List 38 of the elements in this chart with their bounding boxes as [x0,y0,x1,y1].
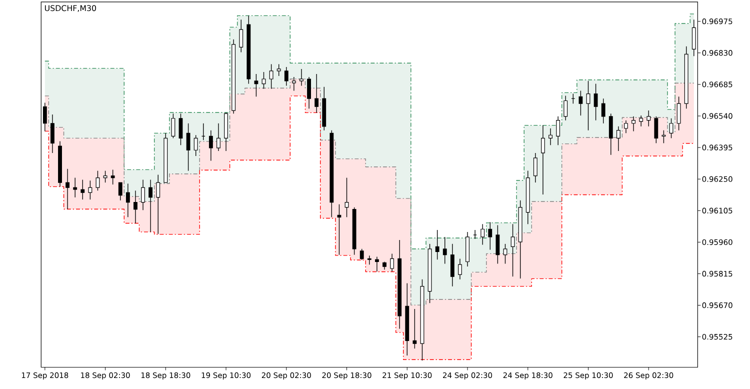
candlestick [594,83,598,121]
candlestick [126,183,130,218]
candlestick [374,256,379,272]
candlestick [314,74,319,114]
candlestick [134,190,138,224]
candlestick [148,179,153,232]
candlestick [616,126,620,152]
candlestick [466,232,470,267]
candlestick [216,123,220,152]
candlestick [548,128,552,146]
candlestick [292,76,296,92]
candlestick [533,152,538,183]
candlestick [300,68,304,86]
candlestick [307,76,311,109]
candlestick [510,224,515,277]
candlestick [382,261,386,270]
candlestick [458,258,462,280]
candlestick [141,179,145,211]
candlestick [586,80,590,131]
candlestick [639,115,644,127]
candlestick [208,130,213,162]
candlestick [232,39,236,114]
candlestick [556,116,560,146]
candlestick [624,120,628,134]
candlestick [66,168,70,210]
candlestick [58,140,62,188]
candlestick [405,282,410,356]
candlestick [398,240,402,330]
candlestick [390,253,394,272]
candlestick [186,123,190,172]
candlestick [541,124,545,195]
candlestick [450,244,454,287]
candlestick [632,116,636,132]
candlestick [344,177,349,218]
candlestick [224,112,228,152]
candlestick [50,114,54,154]
candlestick [73,177,78,198]
candlestick [337,204,342,256]
